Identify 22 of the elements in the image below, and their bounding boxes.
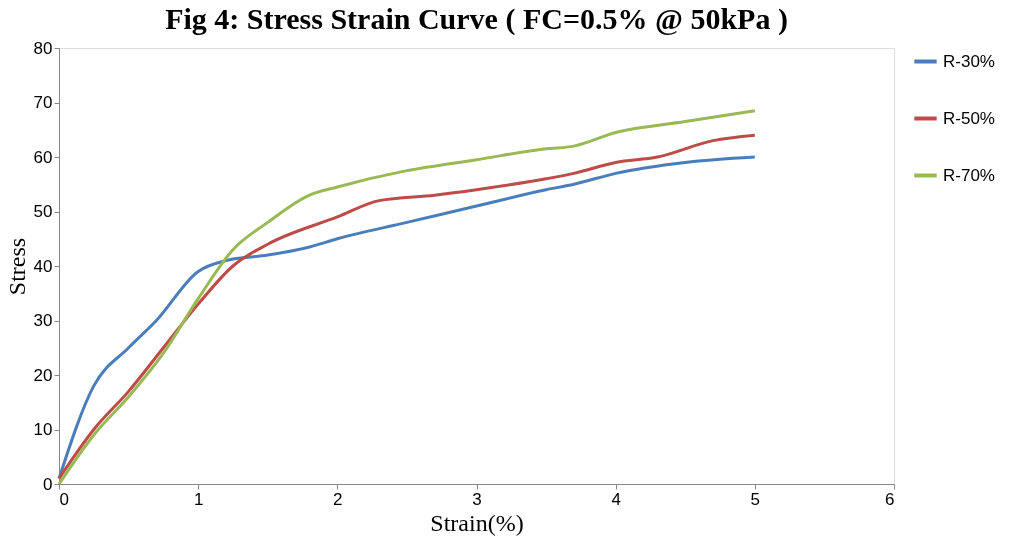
x-tick-label: 1 (193, 489, 204, 509)
y-tick-label: 50 (33, 202, 53, 221)
x-tick-label: 2 (333, 489, 343, 509)
y-tick-label: 30 (33, 311, 53, 330)
y-tick-label: 40 (33, 256, 53, 276)
x-tick-label: 5 (750, 489, 761, 509)
y-tick-label: 80 (33, 38, 53, 58)
legend-label: R-30% (943, 51, 995, 71)
y-tick-label: 20 (33, 365, 53, 385)
y-tick-label: 10 (33, 420, 53, 439)
y-tick-label: 60 (33, 147, 53, 167)
legend-label: R-50% (943, 108, 995, 128)
x-tick-label: 6 (885, 489, 895, 509)
legend-label: R-70% (943, 165, 995, 185)
x-tick-label: 0 (59, 489, 69, 509)
chart-title: Fig 4: Stress Strain Curve ( FC=0.5% @ 50kPa ) (165, 2, 788, 36)
x-tick-label: 4 (611, 489, 621, 509)
y-tick-label: 70 (33, 93, 53, 112)
x-axis-title: Strain(%) (430, 509, 524, 536)
x-tick-label: 3 (472, 489, 482, 509)
y-axis-title: Stress (3, 237, 30, 296)
y-tick-label: 0 (43, 474, 53, 494)
